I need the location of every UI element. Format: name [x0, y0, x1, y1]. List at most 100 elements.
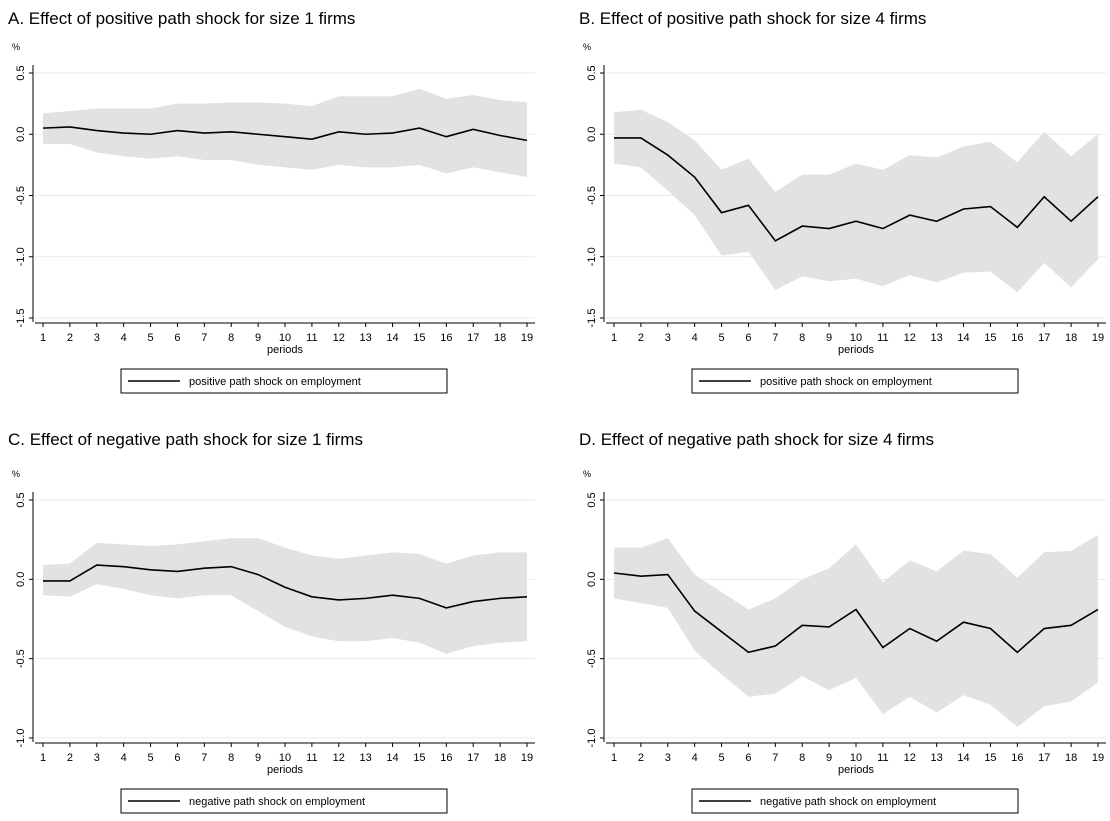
x-tick-label: 11 [877, 332, 888, 344]
y-tick-label: -0.5 [15, 186, 27, 205]
y-unit: % [12, 469, 20, 479]
x-tick-label: 8 [228, 752, 234, 764]
x-axis-label: periods [267, 764, 304, 776]
x-tick-label: 1 [40, 752, 46, 764]
x-tick-label: 18 [494, 332, 506, 344]
line [43, 564, 528, 609]
x-tick-label: 18 [494, 752, 506, 764]
panel: B. Effect of positive path shock for siz… [579, 9, 1106, 394]
confidence-band [614, 109, 1098, 293]
x-tick-label: 11 [306, 332, 317, 344]
x-tick-label: 5 [718, 752, 724, 764]
y-unit: % [583, 42, 591, 52]
x-tick-label: 19 [521, 752, 533, 764]
y-tick-label: 0.5 [586, 65, 598, 80]
x-tick-label: 6 [745, 332, 751, 344]
x-tick-label: 3 [94, 332, 100, 344]
y-tick-label: -1.0 [15, 729, 27, 748]
x-tick-label: 12 [904, 332, 916, 344]
x-tick-label: 10 [850, 752, 862, 764]
x-tick-label: 8 [228, 332, 234, 344]
y-tick-label: -1.5 [15, 309, 27, 328]
x-tick-label: 4 [692, 752, 698, 764]
x-tick-label: 9 [826, 332, 832, 344]
y-tick-label: 0.5 [586, 492, 598, 507]
x-tick-label: 6 [174, 752, 180, 764]
x-tick-label: 19 [1092, 332, 1104, 344]
panel-title: D. Effect of negative path shock for siz… [579, 430, 934, 449]
y-tick-label: 0.0 [586, 572, 598, 587]
y-tick-label: -0.5 [15, 649, 27, 668]
x-tick-label: 17 [467, 332, 479, 344]
x-tick-label: 18 [1065, 332, 1077, 344]
x-tick-label: 12 [333, 332, 345, 344]
panel-title: C. Effect of negative path shock for siz… [8, 430, 363, 449]
legend-label: negative path shock on employment [760, 796, 936, 808]
x-axis-label: periods [838, 764, 875, 776]
x-tick-label: 15 [413, 752, 425, 764]
y-tick-label: -1.5 [586, 309, 598, 328]
x-tick-label: 5 [147, 752, 153, 764]
x-tick-label: 12 [904, 752, 916, 764]
y-tick-label: 0.0 [15, 572, 27, 587]
x-tick-label: 5 [718, 332, 724, 344]
x-tick-label: 7 [201, 332, 207, 344]
x-tick-label: 8 [799, 752, 805, 764]
x-tick-label: 14 [386, 752, 398, 764]
line [613, 572, 1099, 654]
x-tick-label: 9 [255, 752, 261, 764]
y-tick-label: 0.0 [15, 127, 27, 142]
x-tick-label: 14 [957, 332, 969, 344]
y-tick-label: -0.5 [586, 186, 598, 205]
legend-box [120, 368, 448, 394]
x-tick-label: 11 [877, 752, 888, 764]
x-axis-label: periods [838, 344, 875, 356]
y-tick-label: -1.0 [15, 247, 27, 266]
x-tick-label: 2 [638, 752, 644, 764]
x-tick-label: 15 [984, 332, 996, 344]
x-tick-label: 19 [1092, 752, 1104, 764]
x-tick-label: 17 [1038, 332, 1050, 344]
x-tick-label: 13 [360, 752, 372, 764]
x-tick-label: 3 [665, 752, 671, 764]
x-tick-label: 10 [279, 332, 291, 344]
x-tick-label: 13 [360, 332, 372, 344]
x-tick-label: 19 [521, 332, 533, 344]
y-tick-label: -1.0 [586, 247, 598, 266]
x-tick-label: 1 [40, 332, 46, 344]
y-tick-label: 0.0 [586, 127, 598, 142]
x-tick-label: 16 [440, 332, 452, 344]
line [614, 137, 1099, 242]
legend-label: negative path shock on employment [189, 796, 365, 808]
x-tick-label: 14 [386, 332, 398, 344]
x-tick-label: 10 [279, 752, 291, 764]
panel: C. Effect of negative path shock for siz… [8, 430, 535, 814]
x-tick-label: 18 [1065, 752, 1077, 764]
x-tick-label: 4 [121, 752, 127, 764]
x-tick-label: 13 [931, 332, 943, 344]
x-tick-label: 12 [333, 752, 345, 764]
x-tick-label: 7 [772, 332, 778, 344]
y-tick-label: -0.5 [586, 649, 598, 668]
line [42, 126, 528, 142]
x-tick-label: 16 [1011, 752, 1023, 764]
y-tick-label: 0.5 [15, 65, 27, 80]
y-tick-label: 0.5 [15, 492, 27, 507]
confidence-band [43, 88, 527, 178]
confidence-band [43, 538, 527, 654]
panel: D. Effect of negative path shock for siz… [579, 430, 1106, 814]
y-unit: % [583, 469, 591, 479]
x-tick-label: 7 [772, 752, 778, 764]
x-tick-label: 9 [255, 332, 261, 344]
x-tick-label: 10 [850, 332, 862, 344]
x-tick-label: 1 [611, 752, 617, 764]
x-tick-label: 16 [1011, 332, 1023, 344]
x-tick-label: 15 [413, 332, 425, 344]
x-tick-label: 2 [67, 332, 73, 344]
x-tick-label: 2 [67, 752, 73, 764]
x-tick-label: 3 [94, 752, 100, 764]
panel: A. Effect of positive path shock for siz… [8, 9, 535, 394]
y-unit: % [12, 42, 20, 52]
x-tick-label: 7 [201, 752, 207, 764]
